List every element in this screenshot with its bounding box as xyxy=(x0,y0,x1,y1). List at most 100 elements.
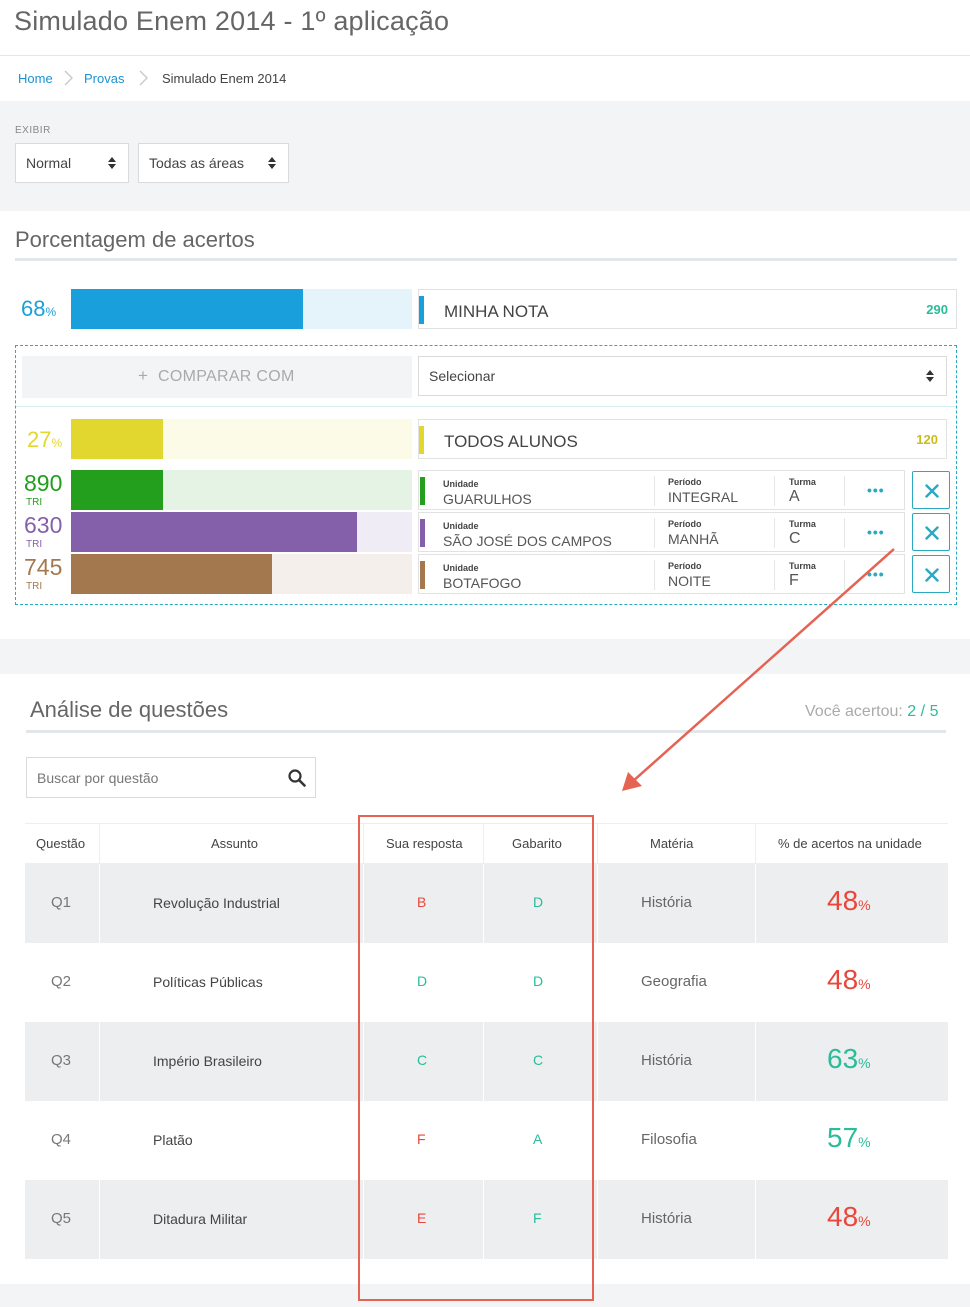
remove-comparison-button[interactable] xyxy=(912,555,950,593)
turma-label: Turma xyxy=(789,477,816,487)
compare-with-button[interactable]: + COMPARAR COM xyxy=(22,356,412,398)
question-discipline: Geografia xyxy=(641,973,707,990)
turma-value: C xyxy=(789,530,801,547)
remove-comparison-button[interactable] xyxy=(912,471,950,509)
chevron-right-icon xyxy=(139,70,148,86)
my-grade-bar xyxy=(71,289,412,329)
more-options-icon[interactable]: ••• xyxy=(867,482,885,498)
turma-label: Turma xyxy=(789,561,816,571)
col-divider xyxy=(483,864,484,943)
score-summary: Você acertou: 2 / 5 xyxy=(805,703,939,720)
sort-arrows-icon xyxy=(926,370,934,382)
chevron-right-icon xyxy=(64,70,73,86)
unit-bar xyxy=(71,512,412,552)
field-divider xyxy=(654,560,655,590)
col-divider xyxy=(483,824,484,865)
table-row[interactable]: Q2 Políticas Públicas D D Geografia 48% xyxy=(25,943,948,1022)
user-answer: C xyxy=(417,1052,428,1068)
table-header: Questão Assunto Sua resposta Gabarito Ma… xyxy=(25,823,948,865)
unit-tri-score: 630 xyxy=(24,512,63,538)
more-options-icon[interactable]: ••• xyxy=(867,566,885,582)
field-divider xyxy=(654,476,655,506)
table-row[interactable]: Q3 Império Brasileiro C C História 63% xyxy=(25,1022,948,1101)
turma-value: A xyxy=(789,488,800,505)
unit-hit-percent: 48% xyxy=(827,885,871,916)
unit-tri-label: TRI xyxy=(26,539,43,550)
col-divider xyxy=(99,824,100,865)
more-options-icon[interactable]: ••• xyxy=(867,524,885,540)
question-number: Q3 xyxy=(51,1052,72,1069)
bottom-band xyxy=(0,1284,970,1307)
col-divider xyxy=(597,943,598,1022)
field-divider xyxy=(844,560,845,590)
col-questao[interactable]: Questão xyxy=(36,836,86,851)
col-divider xyxy=(363,864,364,943)
table-row[interactable]: Q1 Revolução Industrial B D História 48% xyxy=(25,864,948,943)
question-number: Q1 xyxy=(51,894,72,911)
col-divider xyxy=(755,943,756,1022)
col-assunto[interactable]: Assunto xyxy=(211,836,258,851)
col-materia[interactable]: Matéria xyxy=(650,836,694,851)
unit-hit-percent: 48% xyxy=(827,1201,871,1232)
col-divider xyxy=(597,824,598,865)
table-row[interactable]: Q4 Platão F A Filosofia 57% xyxy=(25,1101,948,1180)
breadcrumb-current: Simulado Enem 2014 xyxy=(162,71,287,86)
col-divider xyxy=(483,943,484,1022)
col-divider xyxy=(363,1022,364,1101)
mode-select[interactable]: Normal xyxy=(15,143,129,183)
periodo-value: NOITE xyxy=(668,573,711,589)
question-subject: Platão xyxy=(153,1132,193,1148)
unit-tri-score: 745 xyxy=(24,554,63,580)
all-students-percent: 27% xyxy=(27,427,63,452)
table-row[interactable]: Q5 Ditadura Militar E F História 48% xyxy=(25,1180,948,1259)
answer-key: F xyxy=(533,1210,542,1226)
periodo-value: INTEGRAL xyxy=(668,489,739,505)
all-students-bar-fill xyxy=(71,419,164,459)
col-divider xyxy=(99,1180,100,1259)
unit-hit-percent: 48% xyxy=(827,964,871,995)
question-discipline: Filosofia xyxy=(641,1131,697,1148)
question-number: Q5 xyxy=(51,1210,72,1227)
sort-arrows-icon xyxy=(108,157,116,169)
user-answer: F xyxy=(417,1131,426,1147)
question-discipline: História xyxy=(641,1210,692,1227)
question-subject: Revolução Industrial xyxy=(153,895,280,911)
periodo-value: MANHÃ xyxy=(668,531,719,547)
search-box[interactable]: Buscar por questão xyxy=(26,757,316,798)
col-sua-resposta[interactable]: Sua resposta xyxy=(386,836,463,851)
col-percent-acertos[interactable]: % de acertos na unidade xyxy=(778,836,922,851)
breadcrumb-home-link[interactable]: Home xyxy=(18,71,53,86)
unidade-value: GUARULHOS xyxy=(443,491,532,507)
col-divider xyxy=(755,864,756,943)
score-total: 5 xyxy=(929,703,939,720)
col-divider xyxy=(483,1022,484,1101)
col-divider xyxy=(363,824,364,865)
user-answer: D xyxy=(417,973,428,989)
unit-info-box: Unidade BOTAFOGO Período NOITE Turma F •… xyxy=(418,554,905,594)
search-icon[interactable] xyxy=(288,769,306,787)
compare-area: + COMPARAR COM xyxy=(15,345,957,605)
compare-select[interactable]: Selecionar xyxy=(418,356,947,396)
unidade-label: Unidade xyxy=(443,563,479,573)
remove-comparison-button[interactable] xyxy=(912,513,950,551)
unidade-value: BOTAFOGO xyxy=(443,575,522,591)
unit-bar-fill xyxy=(71,470,164,510)
answer-key: C xyxy=(533,1052,544,1068)
breadcrumb-provas-link[interactable]: Provas xyxy=(84,71,125,86)
area-select[interactable]: Todas as áreas xyxy=(138,143,289,183)
field-divider xyxy=(844,518,845,548)
col-divider xyxy=(483,1101,484,1180)
col-gabarito[interactable]: Gabarito xyxy=(512,836,562,851)
percent-section-title: Porcentagem de acertos xyxy=(15,227,255,252)
annotation-highlight-box xyxy=(358,815,594,1301)
unit-info-box: Unidade SÃO JOSÉ DOS CAMPOS Período MANH… xyxy=(418,512,905,552)
turma-label: Turma xyxy=(789,519,816,529)
unit-bar xyxy=(71,470,412,510)
search-input[interactable]: Buscar por questão xyxy=(37,770,159,786)
all-students-value: 120 xyxy=(916,432,938,447)
unit-hit-percent: 57% xyxy=(827,1122,871,1153)
unit-tri-label: TRI xyxy=(26,581,43,592)
periodo-label: Período xyxy=(668,561,702,571)
col-divider xyxy=(363,1101,364,1180)
question-subject: Políticas Públicas xyxy=(153,974,263,990)
